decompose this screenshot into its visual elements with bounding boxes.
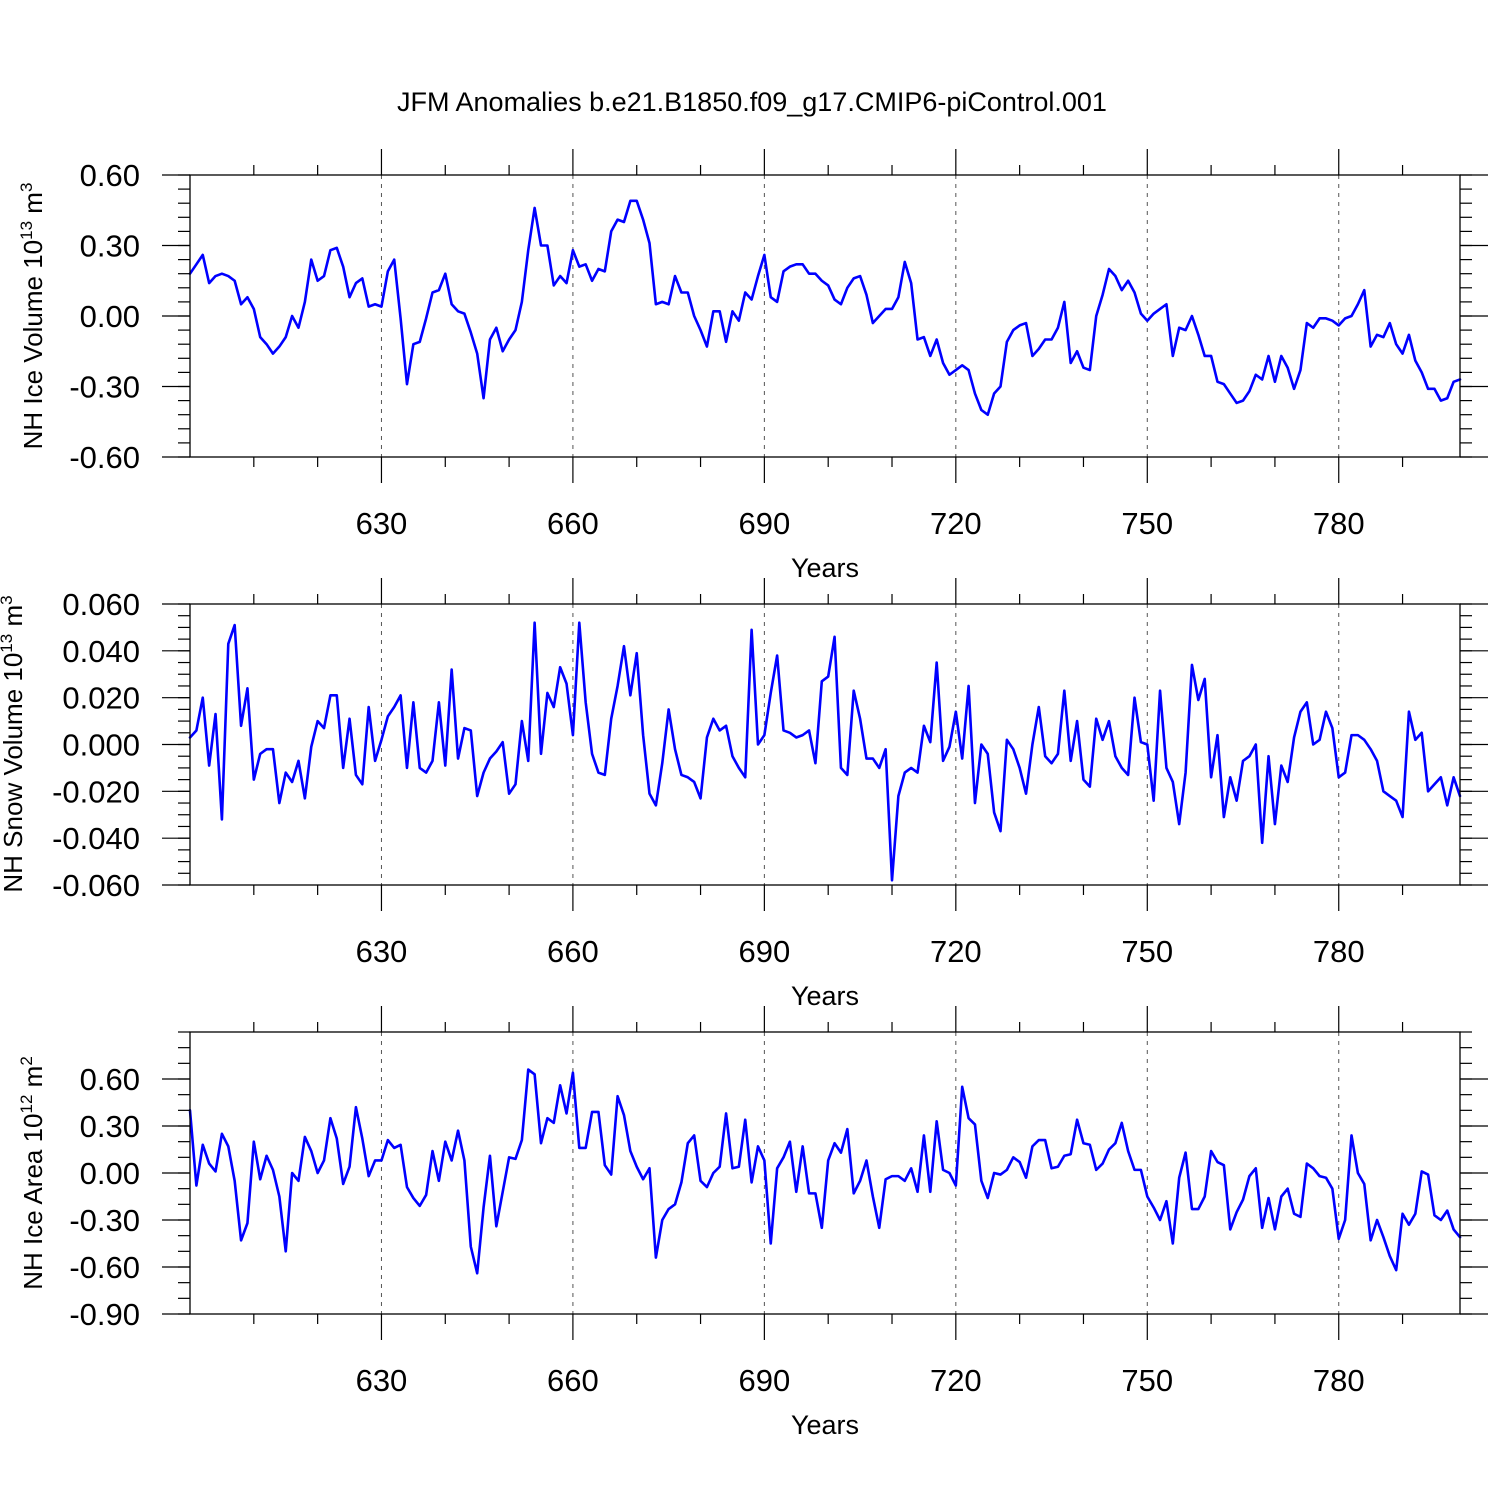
panel-ice-volume: 630 660 690 720 750 780 Years -0.60 -0.30 0.00 0.3… [17, 149, 1488, 583]
panel-ice-area-xtick-label: 660 [547, 1363, 599, 1398]
panel-ice-area-ytick-label: 0.60 [80, 1062, 140, 1097]
panel-snow-volume-xtick-label: 750 [1121, 934, 1173, 969]
panel-ice-area-xtick-label: 750 [1121, 1363, 1173, 1398]
panel-ice-area-series-line [188, 1068, 1462, 1275]
panel-snow-volume-xtick-label: 660 [547, 934, 599, 969]
panel-snow-volume-y-axis-label-sup1: 13 [0, 634, 16, 653]
panel-ice-volume-y-axis-label-mid: m [18, 192, 48, 221]
panel-ice-area-frame [189, 1031, 1461, 1315]
panel-ice-area-y-axis-label-mid: m [18, 1066, 48, 1095]
chart-panels: 630 660 690 720 750 780 Years -0.60 -0.30 0.00 0.3… [0, 149, 1488, 1440]
panel-snow-volume: 630 660 690 720 750 780 Years -0.060 -0.040 -0.02… [0, 578, 1488, 1011]
panel-snow-volume-xtick-label: 630 [356, 934, 408, 969]
panel-snow-volume-ytick-label: 0.060 [62, 587, 140, 622]
panel-snow-volume-y-axis-label-sup2: 3 [0, 595, 16, 604]
panel-ice-volume-ytick-label: -0.30 [69, 370, 140, 405]
panel-snow-volume-xtick-label: 690 [739, 934, 791, 969]
panel-ice-volume-y-axis-label-sup2: 3 [17, 183, 36, 192]
panel-ice-area-y-axis-label: NH Ice Area 1012 m2 [17, 1056, 48, 1290]
panel-ice-volume-ytick-label: -0.60 [69, 440, 140, 475]
panel-snow-volume-xtick-label: 720 [930, 934, 982, 969]
panel-ice-volume-xtick-label: 720 [930, 506, 982, 541]
panel-ice-area-ytick-label: -0.30 [69, 1203, 140, 1238]
panel-ice-volume-xtick-label: 780 [1313, 506, 1365, 541]
panel-snow-volume-ytick-label: -0.060 [52, 868, 140, 903]
panel-ice-volume-y-axis-label-main: NH Ice Volume 10 [18, 240, 48, 450]
panel-snow-volume-ytick-label: -0.040 [52, 821, 140, 856]
panel-ice-area-x-axis-label: Years [791, 1410, 859, 1440]
panel-snow-volume-ytick-label: -0.020 [52, 774, 140, 809]
panel-snow-volume-series-line [188, 621, 1462, 882]
panel-ice-volume-ytick-label: 0.00 [80, 299, 140, 334]
panel-ice-volume-xtick-label: 660 [547, 506, 599, 541]
panel-ice-area-y-axis-label-main: NH Ice Area 10 [18, 1113, 48, 1289]
panel-ice-volume-xtick-label: 750 [1121, 506, 1173, 541]
panel-ice-volume-y-axis-label: NH Ice Volume 1013 m3 [17, 183, 48, 450]
panel-ice-volume-xtick-label: 690 [739, 506, 791, 541]
chart-title: JFM Anomalies b.e21.B1850.f09_g17.CMIP6-… [397, 87, 1107, 117]
panel-ice-area-ytick-label: -0.90 [69, 1297, 140, 1332]
panel-ice-area-xtick-label: 630 [356, 1363, 408, 1398]
panel-ice-volume-xtick-label: 630 [356, 506, 408, 541]
panel-ice-area-xtick-label: 690 [739, 1363, 791, 1398]
panel-ice-area-xtick-label: 780 [1313, 1363, 1365, 1398]
panel-snow-volume-y-axis-label-mid: m [0, 605, 28, 634]
panel-snow-volume-y-axis-label: NH Snow Volume 1013 m3 [0, 595, 28, 892]
panel-ice-volume-frame [189, 174, 1461, 458]
panel-snow-volume-ytick-label: 0.020 [62, 681, 140, 716]
panel-ice-area-ytick-label: 0.00 [80, 1156, 140, 1191]
panel-ice-area-y-axis-label-sup2: 2 [17, 1056, 36, 1065]
panel-ice-area-ytick-label: 0.30 [80, 1109, 140, 1144]
panel-ice-volume-ytick-label: 0.30 [80, 229, 140, 264]
panel-ice-area-xtick-label: 720 [930, 1363, 982, 1398]
panel-snow-volume-ytick-label: 0.040 [62, 634, 140, 669]
panel-ice-area-y-axis-label-sup1: 12 [17, 1095, 36, 1114]
panel-ice-volume-series-line [188, 199, 1462, 417]
panel-ice-area: 630 660 690 720 750 780 Years -0.90 -0.60 -0.30 0.… [17, 1006, 1488, 1440]
panel-snow-volume-xtick-label: 780 [1313, 934, 1365, 969]
panel-snow-volume-ytick-label: 0.000 [62, 728, 140, 763]
panel-ice-volume-ytick-label: 0.60 [80, 158, 140, 193]
panel-ice-volume-x-axis-label: Years [791, 553, 859, 583]
panel-ice-volume-y-axis-label-sup1: 13 [17, 221, 36, 240]
panel-ice-area-ytick-label: -0.60 [69, 1250, 140, 1285]
panel-snow-volume-y-axis-label-main: NH Snow Volume 10 [0, 653, 28, 893]
panel-snow-volume-x-axis-label: Years [791, 981, 859, 1011]
